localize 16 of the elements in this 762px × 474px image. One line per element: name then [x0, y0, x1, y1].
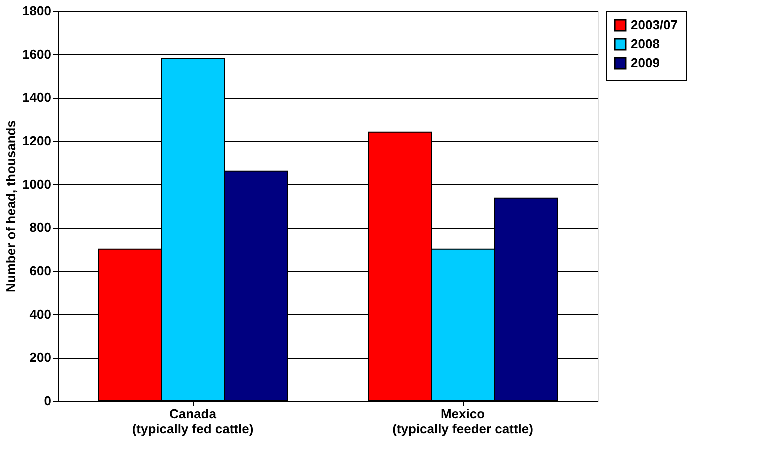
y-tick-label: 0 [44, 394, 52, 408]
y-tick-label: 1600 [22, 46, 52, 62]
y-tick-label: 200 [30, 350, 52, 366]
x-tick-label: Mexico (typically feeder cattle) [392, 406, 534, 436]
y-tick-label: 1200 [22, 134, 52, 148]
y-tick-label: 800 [30, 220, 52, 236]
legend-label: 2008 [631, 36, 660, 52]
y-axis-title: Number of head, thousands [4, 120, 19, 292]
x-tick-label: Canada (typically fed cattle) [132, 406, 254, 436]
y-tick-label: 1800 [22, 4, 52, 18]
legend-label: 2003/07 [631, 18, 678, 32]
y-tick-label: 1000 [22, 176, 52, 192]
y-tick-label: 600 [30, 264, 52, 278]
y-tick-label: 1400 [22, 90, 52, 106]
y-tick-label: 400 [30, 306, 52, 322]
legend-label: 2009 [631, 56, 660, 70]
